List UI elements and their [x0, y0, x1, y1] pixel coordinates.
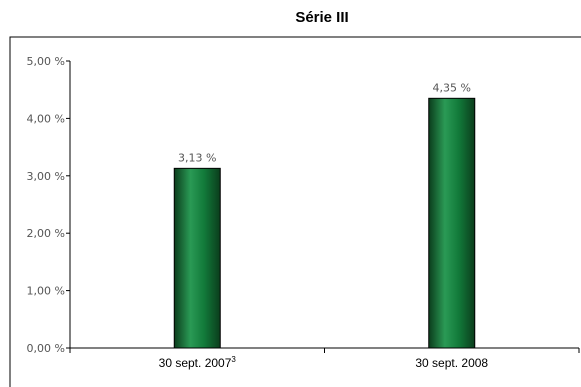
bar — [173, 167, 221, 349]
data-label: 3,13 % — [178, 151, 216, 164]
chart-title: Série III — [295, 9, 348, 26]
y-tick-label: 2,00 % — [27, 227, 65, 240]
y-tick-label: 5,00 % — [27, 55, 65, 68]
bars: 3,13 % 4,35 % — [173, 81, 476, 349]
y-tick-label: 0,00 % — [27, 342, 65, 355]
bar — [428, 97, 476, 349]
y-tick-label: 1,00 % — [27, 285, 65, 298]
y-tick-label: 4,00 % — [27, 112, 65, 125]
x-axis: 30 sept. 20073 30 sept. 2008 — [69, 347, 580, 370]
plot-frame — [9, 36, 581, 387]
x-tick-label: 30 sept. 2008 — [415, 356, 488, 370]
y-tick-label: 3,00 % — [27, 170, 65, 183]
x-tick-label: 30 sept. 20073 — [159, 355, 237, 370]
data-label: 4,35 % — [433, 81, 471, 94]
y-axis: 0,00 % 1,00 % 2,00 % 3,00 % 4,00 % 5,00 % — [27, 55, 71, 355]
